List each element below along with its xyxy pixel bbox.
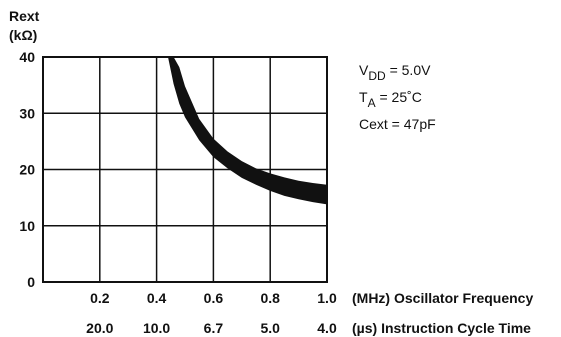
condition-ta-main: T <box>359 89 368 105</box>
x-tick-label-frequency: 0.6 <box>204 290 224 306</box>
x-tick-label-cycle-time: 6.7 <box>204 320 224 336</box>
x-tick-label-frequency: 0.2 <box>90 290 110 306</box>
plot-frame <box>42 56 328 283</box>
condition-vdd-sub: DD <box>368 69 386 83</box>
rext-frequency-band <box>150 57 327 205</box>
x-tick-label-cycle-time: 20.0 <box>86 320 113 336</box>
condition-vdd-main: V <box>359 62 369 78</box>
condition-cext: Cext = 47pF <box>359 116 436 132</box>
y-axis-label-line-1: Rext <box>9 8 40 24</box>
y-tick-label: 0 <box>27 274 35 290</box>
y-tick-label: 10 <box>19 218 35 234</box>
y-axis-label-line-2: (kΩ) <box>9 27 37 43</box>
y-tick-label: 40 <box>19 49 35 65</box>
condition-ta: TA = 25˚C <box>359 89 422 110</box>
condition-ta-rest: = 25˚C <box>376 89 422 105</box>
x-tick-label-cycle-time: 4.0 <box>317 320 337 336</box>
x-tick-label-frequency: 0.4 <box>147 290 167 306</box>
condition-vdd: VDD = 5.0V <box>359 62 431 83</box>
x-tick-label-frequency: 1.0 <box>317 290 337 306</box>
y-tick-labels: 40 30 20 10 0 <box>19 49 35 290</box>
x-tick-labels-cycle-time: 20.0 10.0 6.7 5.0 4.0 <box>86 320 337 336</box>
y-tick-label: 20 <box>19 162 35 178</box>
x-tick-label-frequency: 0.8 <box>260 290 280 306</box>
condition-vdd-rest: = 5.0V <box>386 62 431 78</box>
condition-ta-sub: A <box>368 96 376 110</box>
x-tick-label-cycle-time: 5.0 <box>260 320 280 336</box>
x-axis-label-cycle-time: (µs) Instruction Cycle Time <box>352 320 531 336</box>
y-tick-label: 30 <box>19 105 35 121</box>
x-axis-label-frequency: (MHz) Oscillator Frequency <box>352 290 533 306</box>
x-tick-labels-frequency: 0.2 0.4 0.6 0.8 1.0 <box>90 290 337 306</box>
x-tick-label-cycle-time: 10.0 <box>143 320 170 336</box>
